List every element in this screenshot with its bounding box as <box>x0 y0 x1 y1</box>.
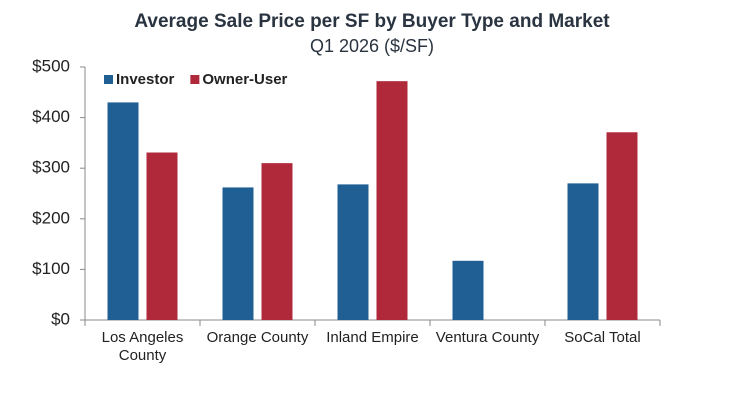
chart-title: Average Sale Price per SF by Buyer Type … <box>134 11 610 32</box>
bar <box>222 187 254 320</box>
y-tick-label: $500 <box>32 56 70 75</box>
legend-label: Investor <box>116 71 175 88</box>
x-tick-label: Los Angeles County <box>101 329 184 364</box>
bar <box>337 184 369 320</box>
legend-label: Owner-User <box>202 71 287 88</box>
bar <box>567 183 599 320</box>
bar <box>452 260 484 320</box>
y-tick-label: $200 <box>32 208 70 227</box>
x-tick-label: Orange County <box>206 329 309 346</box>
bar <box>107 102 139 320</box>
y-tick-label: $100 <box>32 259 70 278</box>
bar <box>376 81 408 320</box>
y-tick-label: $0 <box>51 309 70 328</box>
legend-swatch <box>104 75 113 84</box>
bar <box>146 152 178 320</box>
legend-swatch <box>190 75 200 84</box>
x-tick-label: Inland Empire <box>326 329 419 346</box>
y-tick-label: $400 <box>32 107 70 126</box>
y-tick-label: $300 <box>32 158 70 177</box>
chart-subtitle: Q1 2026 ($/SF) <box>310 36 434 56</box>
bar <box>261 163 293 320</box>
x-tick-label: Ventura County <box>435 329 540 346</box>
bar <box>606 132 638 320</box>
x-tick-label: SoCal Total <box>564 329 641 346</box>
